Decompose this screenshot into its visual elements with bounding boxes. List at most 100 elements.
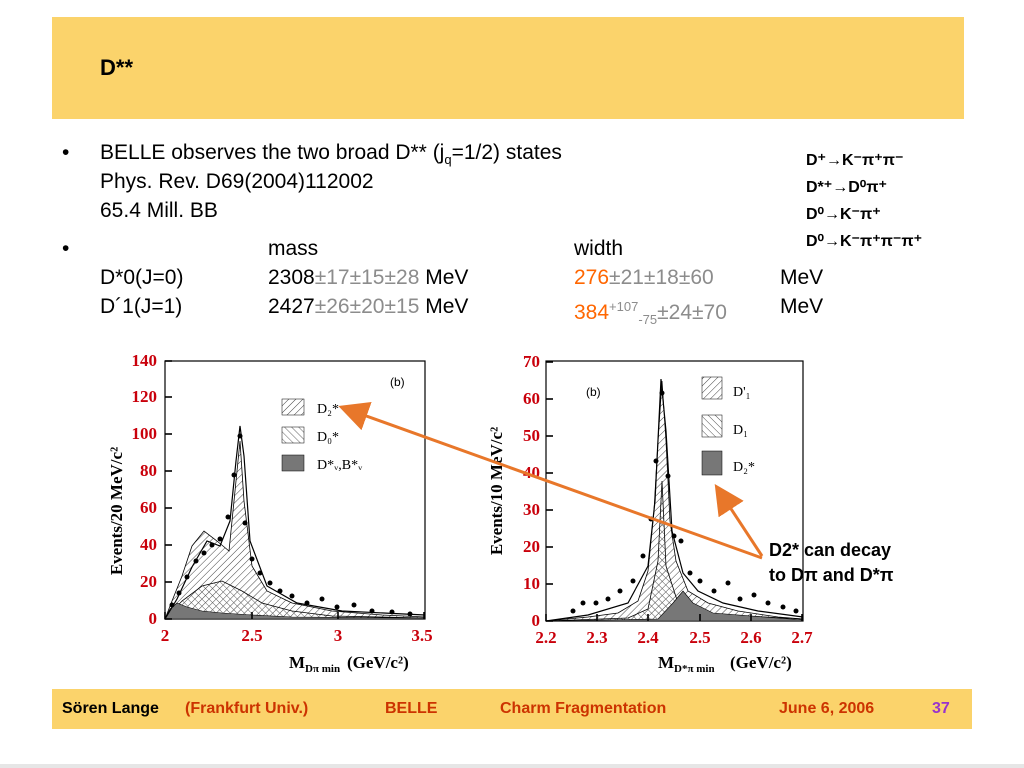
legend-swatch	[281, 454, 305, 472]
x-ticks	[164, 612, 425, 619]
y-ticks	[165, 360, 172, 620]
bullet-list: • BELLE observes the two broad D** (jq=1…	[62, 138, 823, 328]
y-tick-labels: 0 10 20 30 40 50 60 70	[523, 352, 540, 630]
bullet1-line2: Phys. Rev. D69(2004)112002	[100, 170, 374, 193]
mass-errors: ±26±20±15	[314, 295, 420, 318]
slide-title: D**	[100, 55, 134, 80]
tick-label: 2.5	[689, 628, 710, 647]
width-sub: -75	[638, 312, 658, 328]
tick-label: 70	[523, 352, 540, 371]
state-d0: D*0(J=0)	[100, 266, 184, 289]
legend-swatch	[701, 450, 723, 476]
tick-label: 10	[523, 574, 540, 593]
bullet1-line3: 65.4 Mill. BB	[100, 199, 218, 222]
xlabel-main: M	[289, 653, 305, 672]
mass-errors: ±17±15±28	[314, 266, 420, 289]
y-ticks	[546, 361, 553, 622]
tick-label: 20	[140, 572, 157, 591]
footer-author: Sören Lange	[62, 700, 159, 717]
x-axis-label: M D*π min (GeV/c²)	[658, 653, 792, 675]
tick-label: 2.6	[740, 628, 761, 647]
legend-swatch	[701, 376, 723, 400]
y-axis-label: Events/10 MeV/c²	[487, 427, 506, 555]
tick-label: 3.5	[411, 626, 432, 645]
decay-item: D*⁺→D⁰π⁺	[806, 179, 887, 196]
tick-label: 50	[523, 426, 540, 445]
x-ticks	[545, 614, 803, 621]
legend-swatch	[701, 414, 723, 438]
footer-date: June 6, 2006	[779, 700, 875, 717]
xlabel-unit: (GeV/c²)	[347, 653, 409, 672]
d1-curve	[545, 480, 804, 622]
mass-value: 2427	[268, 295, 315, 318]
d2-star-curve	[545, 590, 804, 622]
state-d1: D´1(J=1)	[100, 295, 183, 318]
callout-text: D2* can decay to Dπ and D*π	[769, 538, 894, 588]
decay-item: D⁰→K⁻π⁺	[806, 206, 881, 223]
panel-tag: (b)	[390, 375, 405, 389]
tick-label: 2.7	[791, 628, 813, 647]
footer-band: Sören Lange (Frankfurt Univ.) BELLE Char…	[52, 689, 972, 729]
header-width: width	[574, 237, 624, 260]
bullet-mark: •	[62, 237, 70, 260]
footer-experiment: BELLE	[385, 700, 438, 717]
legend: D₂* D₀* D*ᵥ,B*ᵥ	[281, 398, 363, 473]
width-value: 384	[574, 301, 610, 324]
mass-unit: MeV	[425, 295, 469, 318]
decay-list: D⁺→K⁻π⁺π⁻ D*⁺→D⁰π⁺ D⁰→K⁻π⁺ D⁰→K⁻π⁺π⁻π⁺	[806, 147, 922, 255]
y-tick-labels: 0 20 40 60 80 100 120 140	[132, 351, 158, 628]
left-plot: 0 20 40 60 80 100 120 140 2 2.5 3 3.5 Ev…	[107, 351, 433, 675]
mass-d0: 2308±17±15±28 MeV	[268, 263, 468, 292]
tick-label: 0	[149, 609, 158, 628]
bullet1-subscript: q	[444, 152, 452, 168]
tick-label: 100	[132, 424, 158, 443]
legend-swatch	[281, 426, 305, 444]
tick-label: 2	[161, 626, 170, 645]
left-plot-panel: 0 20 40 60 80 100 120 140 2 2.5 3 3.5 Ev…	[92, 341, 444, 679]
tick-label: 40	[523, 463, 540, 482]
legend-label: D*ᵥ,B*ᵥ	[317, 458, 363, 473]
callout-line: D2* can decay	[769, 540, 892, 560]
d1-prime-curve	[545, 380, 804, 622]
x-tick-labels: 2.2 2.3 2.4 2.5 2.6 2.7	[535, 628, 813, 647]
tick-label: 2.2	[535, 628, 556, 647]
bullet1-text-end: =1/2) states	[451, 141, 562, 164]
header-mass: mass	[268, 237, 319, 260]
tick-label: 60	[140, 498, 157, 517]
width-d1: 384+107-75±24±70	[574, 292, 727, 334]
tick-label: 2.4	[637, 628, 659, 647]
xlabel-unit: (GeV/c²)	[730, 653, 792, 672]
width-errors: ±21±18±60	[609, 266, 714, 289]
width-unit-d0: MeV	[780, 266, 824, 289]
d2-star-curve	[164, 440, 426, 620]
x-tick-labels: 2 2.5 3 3.5	[161, 626, 433, 645]
width-d0: 276±21±18±60	[574, 263, 714, 292]
bullet1-line1: BELLE observes the two broad D** (jq=1/2…	[100, 138, 562, 174]
footer-affiliation: (Frankfurt Univ.)	[185, 700, 309, 717]
mass-unit: MeV	[425, 266, 469, 289]
legend-label: D₁	[733, 423, 748, 438]
panel-tag: (b)	[586, 385, 601, 399]
decay-item: D⁰→K⁻π⁺π⁻π⁺	[806, 233, 923, 250]
legend-label: D₀*	[317, 430, 339, 445]
right-plot-panel: 0 10 20 30 40 50 60 70 2.2 2.3 2.4 2.5 2…	[478, 341, 828, 679]
legend-label: D₂*	[317, 402, 339, 417]
callout-line: to Dπ and D*π	[769, 565, 894, 585]
tick-label: 2.3	[586, 628, 607, 647]
x-axis-label: M Dπ min (GeV/c²)	[289, 653, 409, 675]
legend-label: D'₁	[733, 385, 751, 400]
right-plot: 0 10 20 30 40 50 60 70 2.2 2.3 2.4 2.5 2…	[487, 352, 813, 675]
width-value: 276	[574, 266, 610, 289]
tick-label: 30	[523, 500, 540, 519]
legend-swatch	[281, 398, 305, 416]
tick-label: 3	[334, 626, 343, 645]
tick-label: 2.5	[241, 626, 262, 645]
width-sup: +107	[609, 299, 639, 314]
dv-bv-curve	[164, 602, 426, 620]
decay-item: D⁺→K⁻π⁺π⁻	[806, 152, 904, 169]
tick-label: 0	[532, 611, 541, 630]
xlabel-sub: D*π min	[674, 663, 715, 675]
data-points	[169, 433, 413, 617]
legend: D'₁ D₁ D₂*	[701, 376, 755, 476]
y-axis-label: Events/20 MeV/c²	[107, 447, 126, 575]
